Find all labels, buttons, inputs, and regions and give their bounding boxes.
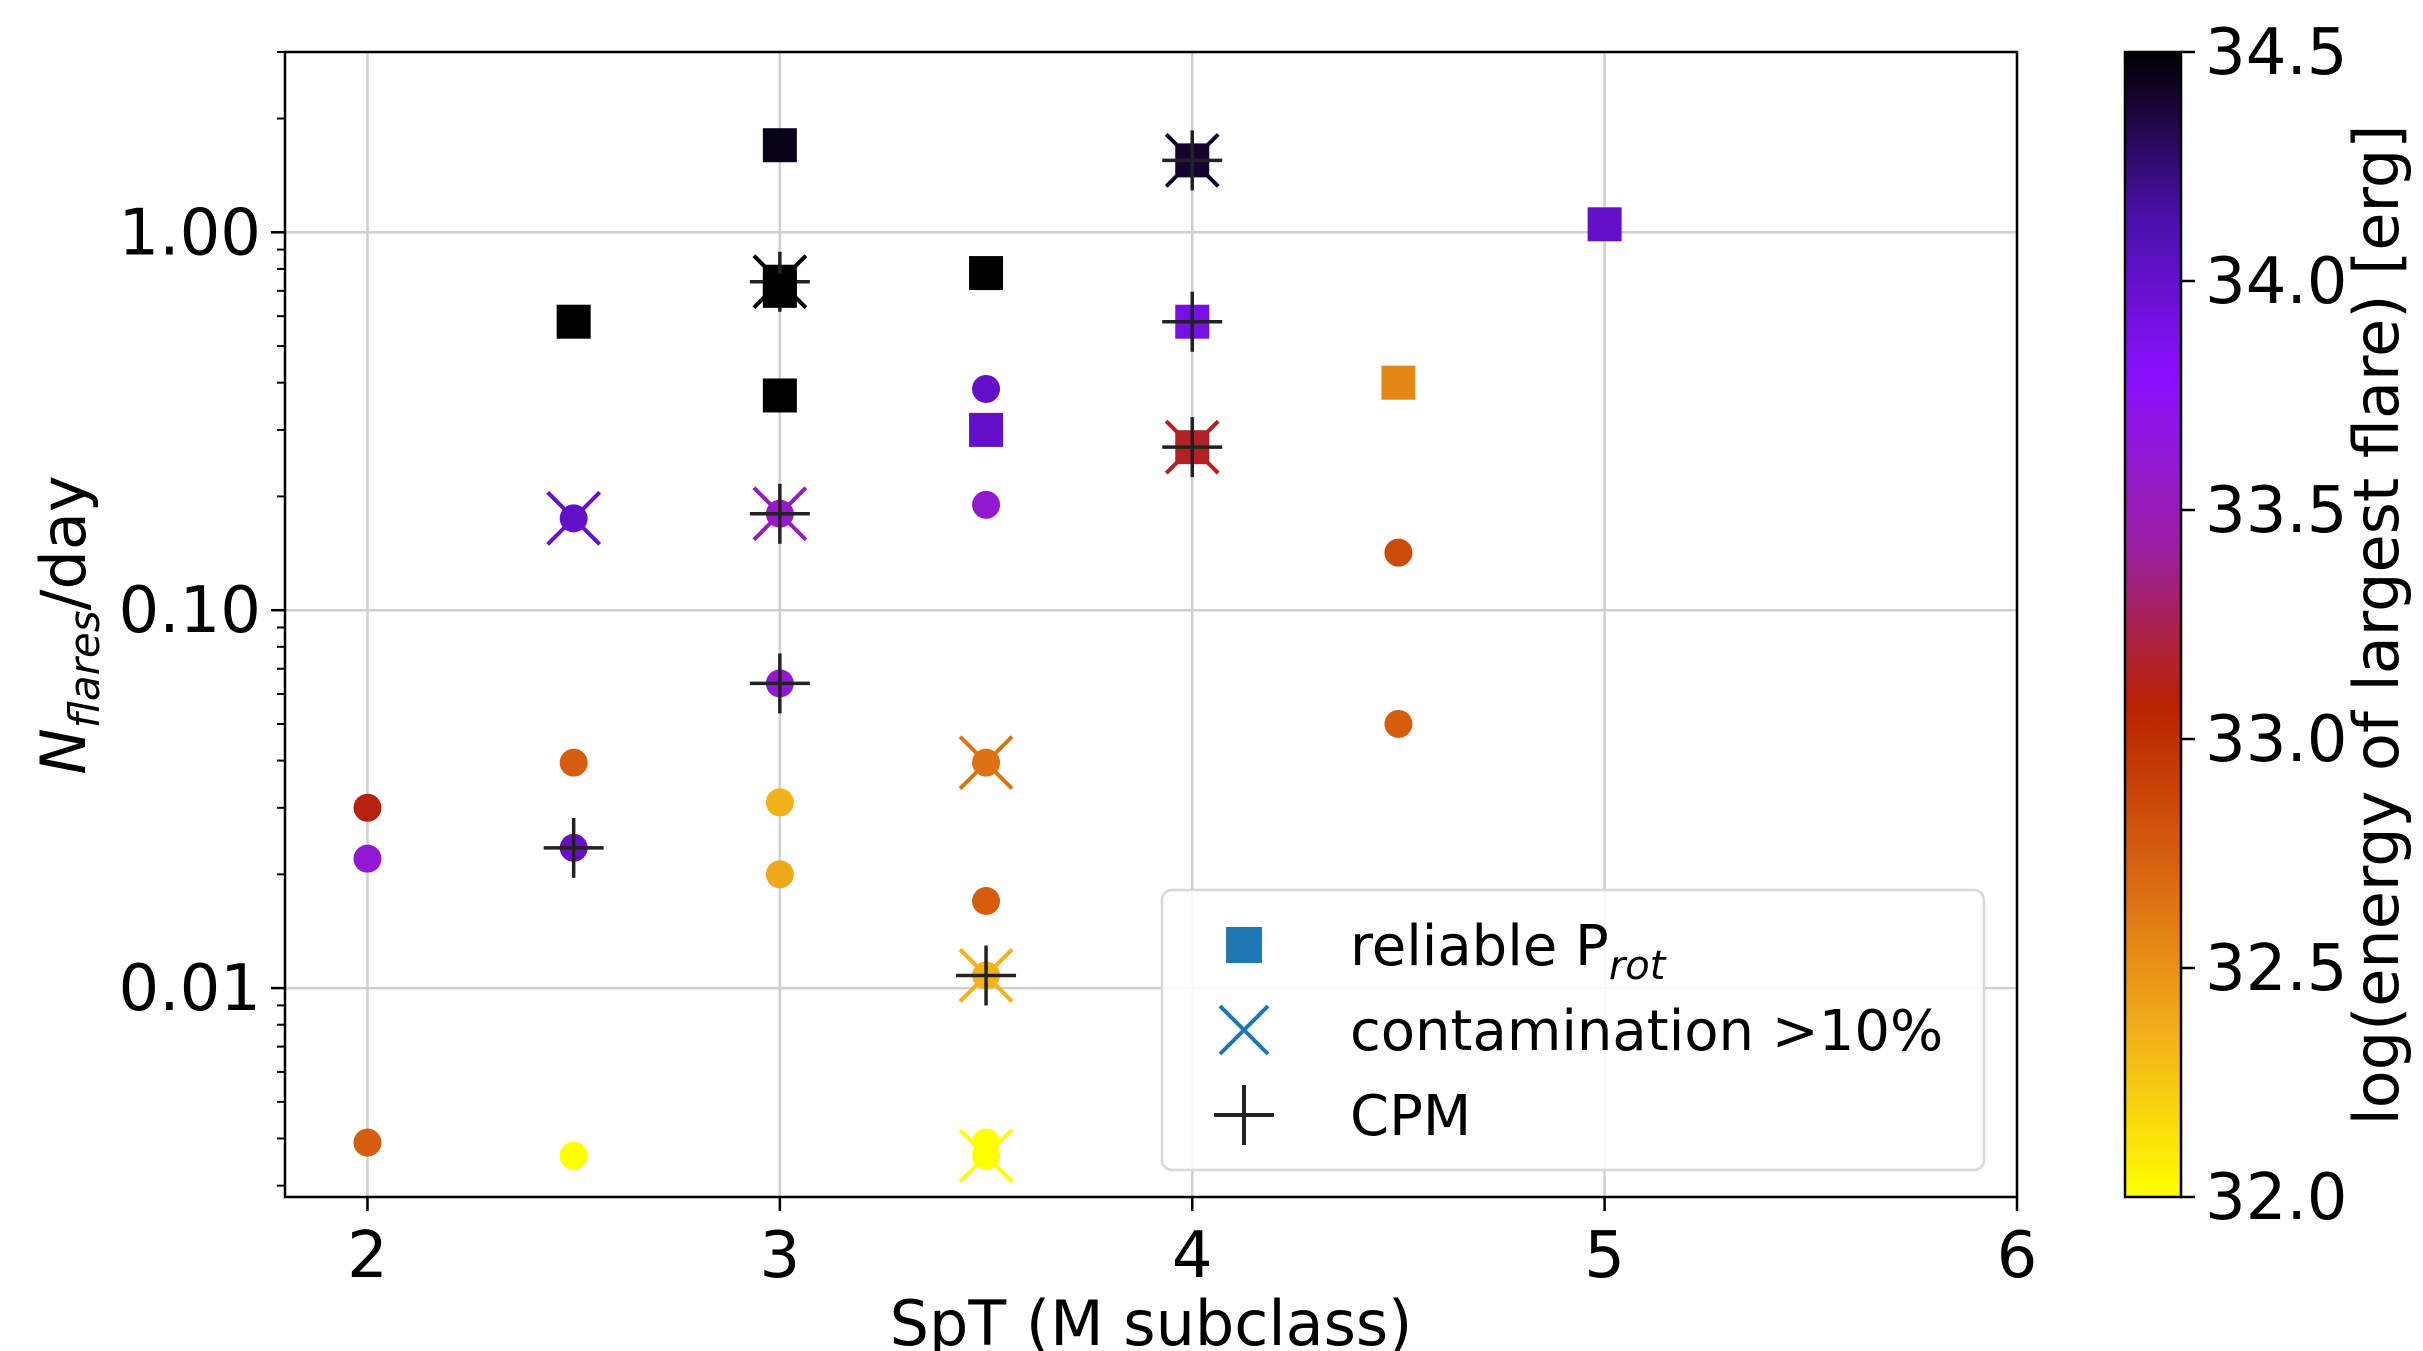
point-circle-marker xyxy=(559,748,588,777)
point-cpm-marker xyxy=(1162,417,1223,478)
data-point-16 xyxy=(1384,538,1413,567)
y-tick-label-1: 0.10 xyxy=(119,574,262,648)
point-cpm-marker xyxy=(543,817,604,878)
colorbar-gradient xyxy=(2123,50,2183,1199)
data-point-11 xyxy=(1381,365,1416,400)
point-circle-marker xyxy=(353,844,382,873)
point-circle-marker xyxy=(765,788,794,817)
colorbar-tick-label-0: 32.0 xyxy=(2205,1161,2348,1235)
point-circle-marker xyxy=(972,887,1001,916)
point-circle-marker xyxy=(353,1128,382,1157)
legend-label-2: CPM xyxy=(1350,1084,1471,1149)
point-circle-marker xyxy=(972,490,1001,519)
legend-plus-icon xyxy=(1214,1085,1274,1145)
data-point-1 xyxy=(1162,130,1223,191)
point-square-marker xyxy=(762,128,797,163)
point-square-marker xyxy=(1381,365,1416,400)
x-axis-label: SpT (M subclass) xyxy=(890,1287,1413,1351)
point-square-marker xyxy=(762,378,797,413)
data-point-20 xyxy=(353,844,382,873)
data-point-12 xyxy=(1162,417,1223,478)
point-cpm-marker xyxy=(1162,130,1223,191)
x-tick-label-4: 6 xyxy=(1997,1219,2038,1293)
y-axis-label-base: N xyxy=(27,728,100,774)
data-point-18 xyxy=(1384,709,1413,738)
x-tick-label-1: 3 xyxy=(759,1219,800,1293)
point-contamination-marker xyxy=(958,1128,1014,1184)
colorbar-tick-label-4: 34.0 xyxy=(2205,245,2348,319)
point-contamination-marker xyxy=(546,490,602,546)
point-circle-marker xyxy=(1384,538,1413,567)
point-cpm-marker xyxy=(749,483,810,544)
colorbar-tick-label-5: 34.5 xyxy=(2205,16,2348,90)
data-point-0 xyxy=(762,128,797,163)
data-point-29 xyxy=(559,1141,588,1170)
point-square-marker xyxy=(969,412,1004,447)
colorbar-tick-label-1: 32.5 xyxy=(2205,932,2348,1006)
colorbar-tick-label-2: 33.0 xyxy=(2205,703,2348,777)
point-contamination-marker xyxy=(958,735,1014,791)
point-square-marker xyxy=(969,256,1004,291)
colorbar-label: log(energy of largest flare) [erg] xyxy=(2340,125,2413,1126)
y-axis-label-rest: /day xyxy=(27,475,100,610)
data-point-2 xyxy=(1587,207,1622,242)
y-tick-label-2: 1.00 xyxy=(119,196,262,270)
data-point-9 xyxy=(972,374,1001,403)
colorbar: 32.0 32.5 33.0 33.5 34.0 34.5 log(energy of la… xyxy=(2123,16,2413,1235)
point-cpm-marker xyxy=(956,945,1017,1006)
legend-label-1: contamination >10% xyxy=(1350,999,1943,1064)
point-cpm-marker xyxy=(1162,291,1223,352)
point-square-marker xyxy=(1587,207,1622,242)
data-point-8 xyxy=(762,378,797,413)
data-point-25 xyxy=(958,735,1014,791)
x-tick-label-0: 2 xyxy=(347,1219,388,1293)
data-point-15 xyxy=(972,490,1001,519)
y-axis-label: Nflares/day xyxy=(27,475,109,774)
legend-square-icon xyxy=(1226,927,1262,963)
data-point-3 xyxy=(556,304,591,339)
data-point-6 xyxy=(969,256,1004,291)
colorbar-tick-label-3: 33.5 xyxy=(2205,474,2348,548)
point-circle-marker xyxy=(1384,709,1413,738)
plot-frame xyxy=(283,50,2019,1199)
x-tick-label-3: 5 xyxy=(1584,1219,1625,1293)
legend-label-0: reliable Prot xyxy=(1350,914,1667,989)
point-square-marker xyxy=(762,273,797,308)
y-tick-label-0: 0.01 xyxy=(119,952,262,1026)
data-point-13 xyxy=(546,490,602,546)
data-point-28 xyxy=(353,1128,382,1157)
data-point-10 xyxy=(969,412,1004,447)
point-circle-marker xyxy=(765,860,794,889)
point-circle-marker xyxy=(559,1141,588,1170)
axis-ticks: 2 3 4 5 6 0.01 0.10 1.00 xyxy=(119,51,2038,1293)
data-point-31 xyxy=(958,1128,1014,1184)
data-point-19 xyxy=(353,793,382,822)
point-circle-marker xyxy=(972,374,1001,403)
data-point-26 xyxy=(972,887,1001,916)
data-point-23 xyxy=(765,788,794,817)
data-points xyxy=(353,128,1622,1184)
point-square-marker xyxy=(556,304,591,339)
data-point-24 xyxy=(765,860,794,889)
data-point-22 xyxy=(543,817,604,878)
data-point-21 xyxy=(559,748,588,777)
legend-box xyxy=(1160,888,1986,1172)
data-point-27 xyxy=(956,945,1017,1006)
data-point-7 xyxy=(1162,291,1223,352)
data-point-17 xyxy=(749,653,810,714)
point-circle-marker xyxy=(353,793,382,822)
legend-cross-icon xyxy=(1218,1004,1270,1056)
y-axis-label-sub: flares xyxy=(60,610,109,728)
point-cpm-marker xyxy=(749,653,810,714)
data-point-5 xyxy=(762,273,797,308)
data-point-14 xyxy=(749,483,810,544)
x-tick-label-2: 4 xyxy=(1172,1219,1213,1293)
legend: reliable Prot contamination >10% CPM xyxy=(1160,888,1986,1172)
